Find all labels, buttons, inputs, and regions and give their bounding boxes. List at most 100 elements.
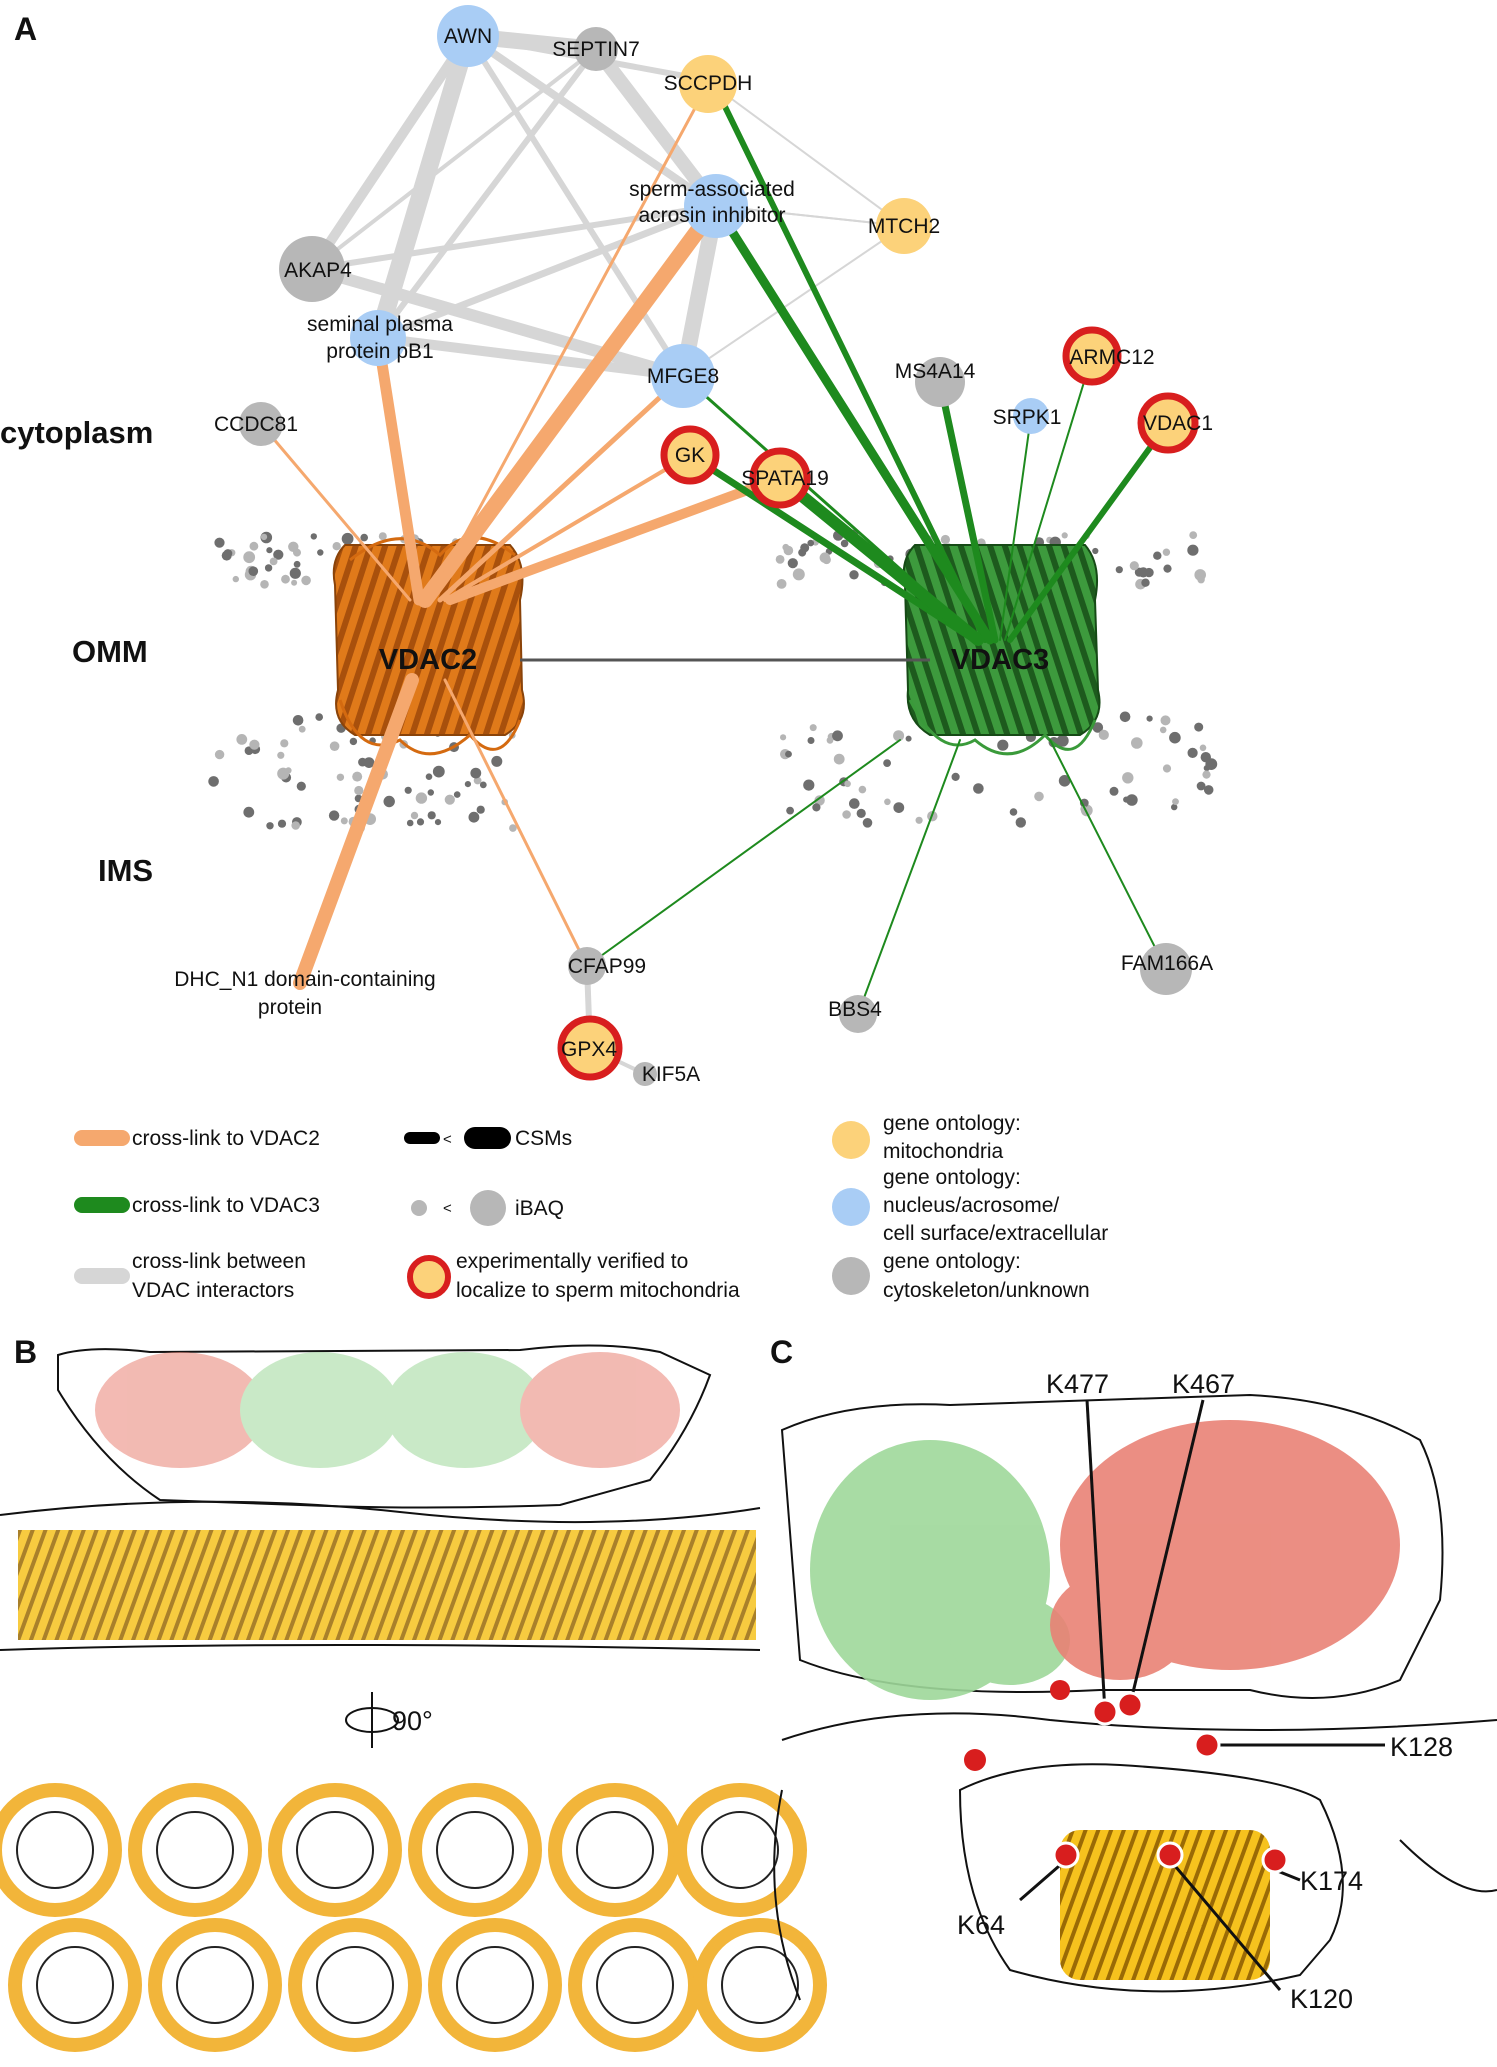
label-bbs4: BBS4 <box>828 998 882 1021</box>
lipid-dot <box>849 798 860 809</box>
residue-k120: K120 <box>1290 1984 1353 2014</box>
lipid-dot <box>803 779 815 791</box>
lipid-dot <box>214 537 225 548</box>
lipid-dot <box>208 776 219 787</box>
lipid-dot <box>378 532 387 541</box>
node-armc12[interactable] <box>1062 326 1122 386</box>
lipid-dot <box>1163 564 1172 573</box>
legend-vdac3-text: cross-link to VDAC3 <box>132 1194 320 1217</box>
panel-a-label: A <box>14 11 37 47</box>
node-sperm-associated-acrosin-inhibitor[interactable] <box>684 174 748 238</box>
node-ms4a14[interactable] <box>915 357 965 407</box>
lipid-dot <box>509 824 517 832</box>
lipid-dot <box>310 533 317 540</box>
lipid-dot <box>410 811 419 820</box>
lipid-dot <box>315 713 324 721</box>
label-mfge8: MFGE8 <box>647 365 719 388</box>
lipid-dot <box>1009 808 1018 816</box>
node-mtch2[interactable] <box>876 198 932 254</box>
lipid-dot <box>296 781 306 791</box>
node-labels: AWN SEPTIN7 SCCPDH sperm-associated acro… <box>174 25 1213 1086</box>
lipid-dot <box>862 818 873 828</box>
vdac-ring <box>548 1783 682 1917</box>
label-pb1-2: protein pB1 <box>326 340 433 363</box>
legend-ibaq-text: iBAQ <box>515 1197 564 1220</box>
lipid-dot <box>786 806 794 815</box>
network-nodes <box>239 5 1199 1086</box>
label-pb1-1: seminal plasma <box>307 313 453 336</box>
lipid-dot <box>1202 770 1211 779</box>
node-fam166a[interactable] <box>1140 943 1192 995</box>
lipid-dot <box>293 560 301 568</box>
label-septin7: SEPTIN7 <box>552 38 640 61</box>
lipid-dot <box>819 552 831 563</box>
lipid-dot <box>491 755 503 767</box>
lipid-dot <box>352 771 363 782</box>
lipid-dot <box>973 783 984 794</box>
node-awn[interactable] <box>437 5 499 67</box>
node-srpk1[interactable] <box>1013 398 1049 434</box>
lipid-dot <box>1092 722 1104 733</box>
panel-c-residue-labels: K477 K467 K128 K174 K64 K120 <box>957 1369 1453 2014</box>
vdac-ring <box>693 1918 827 2052</box>
node-spata19[interactable] <box>749 447 811 509</box>
node-gpx4[interactable] <box>557 1015 623 1081</box>
lipid-dot <box>1058 775 1071 787</box>
node-ccdc81[interactable] <box>239 402 283 446</box>
lipid-dot <box>406 819 414 827</box>
legend-verified-text-1: experimentally verified to <box>456 1250 688 1273</box>
label-awn: AWN <box>444 25 492 48</box>
lipid-dot <box>1056 734 1069 747</box>
lipid-dot <box>427 789 434 796</box>
legend-between-text-1: cross-link between <box>132 1250 306 1273</box>
node-bbs4[interactable] <box>839 995 877 1033</box>
lipid-dot <box>832 730 843 742</box>
vdac3-label: VDAC3 <box>951 644 1049 676</box>
panel-b: B 90° <box>0 1334 827 2052</box>
lipid-dot <box>800 543 810 553</box>
lipid-dot <box>1162 764 1172 773</box>
label-cfap99: CFAP99 <box>568 955 646 978</box>
lipid-dot <box>453 791 461 798</box>
legend-ibaq-small <box>411 1200 427 1216</box>
lipid-dot <box>444 794 455 805</box>
legend-verified-swatch <box>407 1255 451 1299</box>
lipid-dot <box>807 539 814 547</box>
node-seminal-plasma-protein-pb1[interactable] <box>350 310 406 366</box>
panel-b-density-top <box>57 1344 712 1509</box>
node-akap4[interactable] <box>279 236 345 302</box>
node-cfap99[interactable] <box>568 947 606 985</box>
lipid-dot <box>856 808 866 819</box>
lipid-dot <box>432 765 445 778</box>
vdac-ring-density <box>596 1946 674 2024</box>
lipid-dot <box>236 734 248 745</box>
node-vdac1[interactable] <box>1137 392 1199 454</box>
node-kif5a[interactable] <box>633 1062 657 1086</box>
lipid-dot <box>1138 567 1149 578</box>
lipid-dot <box>951 772 960 782</box>
node-septin7[interactable] <box>574 27 618 71</box>
label-sperm-inhibitor-2: acrosin inhibitor <box>638 204 785 227</box>
lipid-dot <box>293 548 301 557</box>
node-sccpdh[interactable] <box>679 55 737 113</box>
residue-k64: K64 <box>957 1910 1005 1940</box>
lipid-dot <box>301 575 311 586</box>
legend-go-mito-text-2: mitochondria <box>883 1140 1004 1163</box>
lipid-dot <box>1187 544 1199 556</box>
lipid-dot <box>341 532 354 545</box>
lipid-dot <box>434 819 442 826</box>
lipid-dot <box>260 533 268 541</box>
node-gk[interactable] <box>660 425 720 485</box>
lipid-dot <box>277 819 287 828</box>
rotation-label: 90° <box>392 1706 433 1736</box>
zone-ims-label: IMS <box>98 853 153 888</box>
lipid-dot <box>291 821 301 830</box>
vdac-ring <box>568 1918 702 2052</box>
lipid-dot <box>1153 551 1162 560</box>
lipid-dot <box>812 803 821 812</box>
lipid-dot <box>780 734 787 741</box>
vdac-ring-density <box>156 1811 234 1889</box>
node-mfge8[interactable] <box>651 344 715 408</box>
legend-go-nucleus-text-1: gene ontology: <box>883 1166 1021 1189</box>
